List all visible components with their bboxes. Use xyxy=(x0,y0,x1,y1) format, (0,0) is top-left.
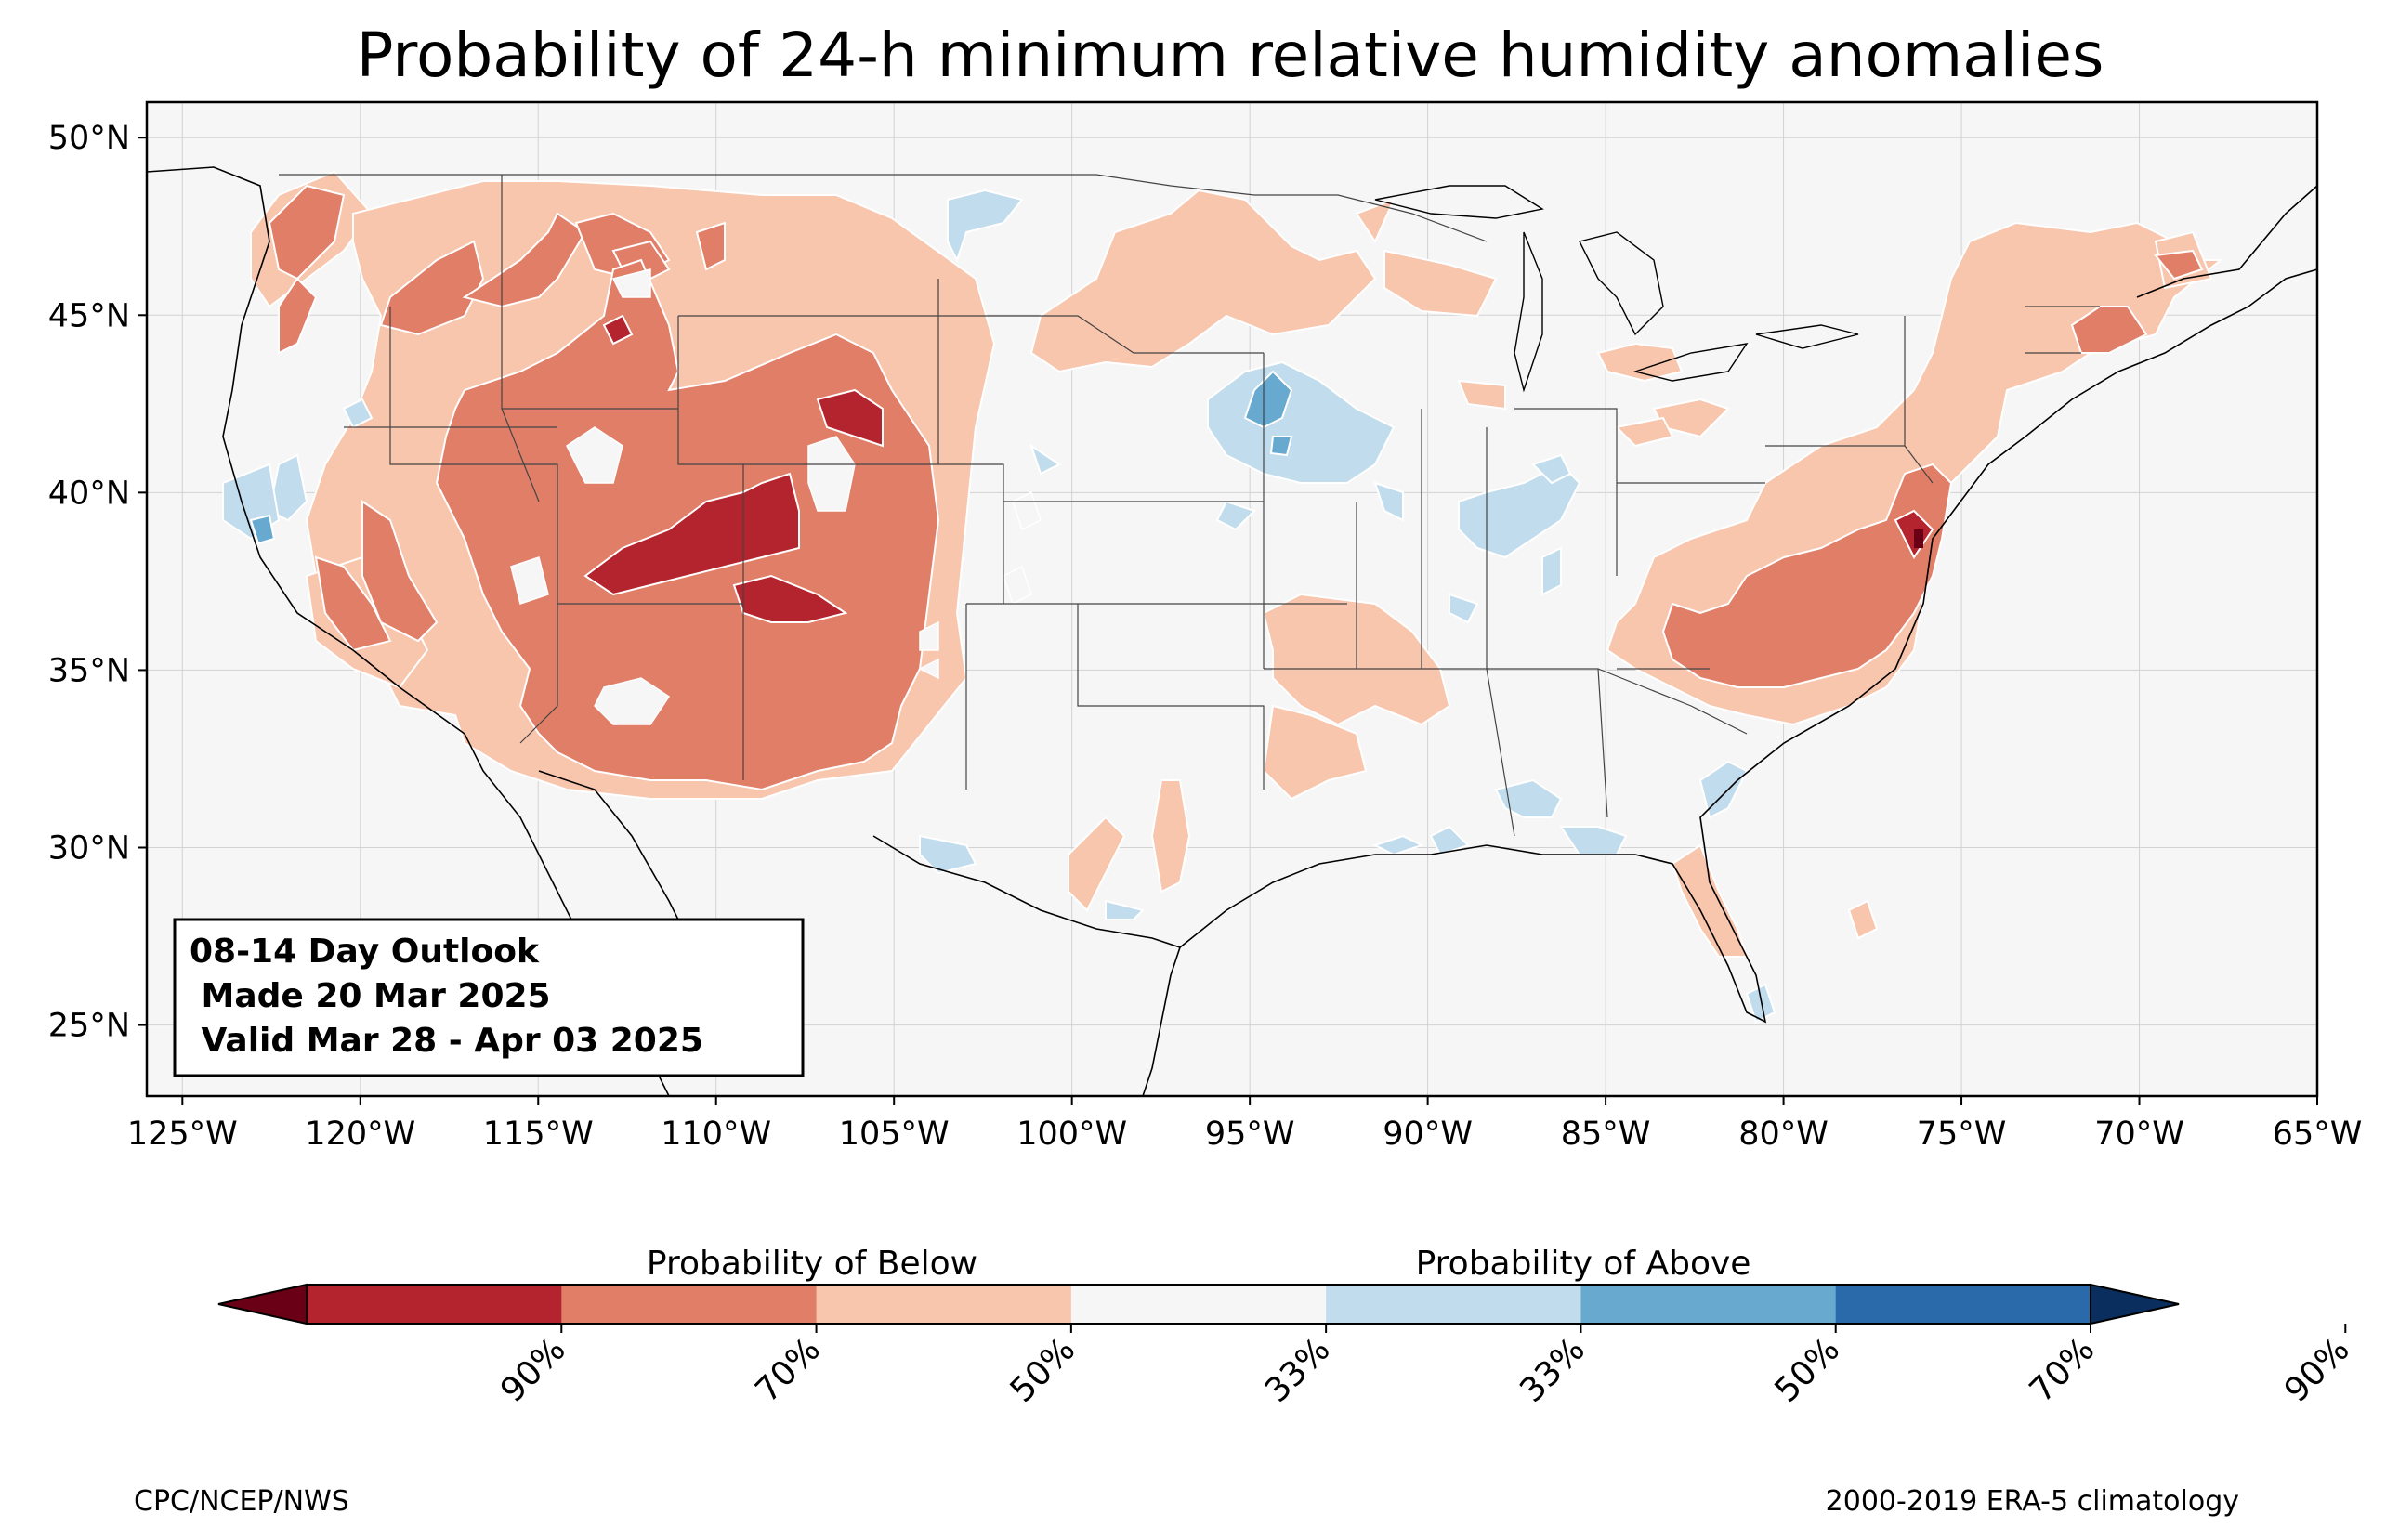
lon-tick-label: 70°W xyxy=(2094,1116,2184,1153)
lon-tick-label: 65°W xyxy=(2273,1116,2363,1153)
colorbar-ticks: 90% 70% 50% 33% 33% 50% 70% 90% xyxy=(493,1324,2357,1410)
map-frame xyxy=(145,100,2319,1098)
great-lakes xyxy=(1374,185,1859,393)
info-box: 08-14 Day Outlook Made 20 Mar 2025 Valid… xyxy=(173,918,805,1077)
info-box-frame xyxy=(173,918,805,1077)
below-90-region xyxy=(1914,529,1923,548)
colorbar-frame xyxy=(306,1284,2091,1325)
colorbar-tick-label: 90% xyxy=(493,1330,573,1410)
footer-climatology: 2000-2019 ERA-5 climatology xyxy=(1826,1485,2239,1518)
colorbar-tick-label: 70% xyxy=(2023,1330,2103,1410)
lon-tick-label: 80°W xyxy=(1738,1116,1829,1153)
lat-tick-label: 30°N xyxy=(48,830,130,868)
colorbar-tick-label: 70% xyxy=(748,1330,828,1410)
colorbar-bin xyxy=(1835,1285,2091,1324)
info-made: Made 20 Mar 2025 xyxy=(190,977,551,1015)
colorbar-tick-label: 50% xyxy=(1003,1330,1083,1410)
lon-tick-label: 115°W xyxy=(483,1116,594,1153)
colorbar: Probability of Below Probability of Abov… xyxy=(217,1245,2357,1410)
anomaly-layer xyxy=(147,102,2317,1096)
colorbar-bin xyxy=(561,1285,818,1324)
neutral-holes xyxy=(510,268,1042,725)
colorbar-bin xyxy=(1070,1285,1327,1324)
colorbar-above-label: Probability of Above xyxy=(1416,1245,1751,1283)
lon-tick-label: 75°W xyxy=(1917,1116,2007,1153)
lon-tick-label: 90°W xyxy=(1383,1116,1473,1153)
colorbar-below-label: Probability of Below xyxy=(647,1245,977,1283)
lon-tick-label: 110°W xyxy=(661,1116,771,1153)
footer-source: CPC/NCEP/NWS xyxy=(134,1485,349,1518)
lon-tick-label: 105°W xyxy=(839,1116,950,1153)
state-borders xyxy=(279,174,2100,837)
lon-tick-label: 120°W xyxy=(305,1116,415,1153)
colorbar-tick-label: 33% xyxy=(1513,1330,1593,1410)
lon-tick-label: 100°W xyxy=(1016,1116,1127,1153)
longitude-ticks: 125°W 120°W 115°W 110°W 105°W 100°W 95°W 90°W 85… xyxy=(127,1096,2362,1153)
colorbar-tick-label: 90% xyxy=(2277,1330,2357,1410)
lat-tick-label: 35°N xyxy=(48,652,130,689)
colorbar-bin xyxy=(1326,1285,1581,1324)
below-70-region xyxy=(583,314,1934,623)
info-outlook: 08-14 Day Outlook xyxy=(190,933,540,971)
lon-tick-label: 95°W xyxy=(1205,1116,1295,1153)
lon-tick-label: 125°W xyxy=(127,1116,238,1153)
map-panel: 50°N 45°N 40°N 35°N 30°N 25°N 125°W 120°W 115°W… xyxy=(48,100,2362,1153)
colorbar-extend-low xyxy=(217,1283,308,1325)
colorbar-extend-high xyxy=(2090,1283,2180,1325)
lat-tick-label: 50°N xyxy=(48,120,130,157)
lat-tick-label: 25°N xyxy=(48,1008,130,1045)
colorbar-tick-label: 50% xyxy=(1768,1330,1848,1410)
lon-tick-label: 85°W xyxy=(1561,1116,1651,1153)
lat-tick-label: 40°N xyxy=(48,475,130,512)
colorbar-bin xyxy=(307,1285,562,1324)
info-valid: Valid Mar 28 - Apr 03 2025 xyxy=(190,1022,703,1060)
colorbar-bins xyxy=(217,1283,2180,1325)
colorbar-tick-label: 33% xyxy=(1258,1330,1338,1410)
lat-tick-label: 45°N xyxy=(48,297,130,334)
latitude-ticks: 50°N 45°N 40°N 35°N 30°N 25°N xyxy=(48,120,147,1045)
above-50-region xyxy=(249,370,1293,545)
colorbar-bin xyxy=(1580,1285,1837,1324)
colorbar-bin xyxy=(816,1285,1072,1324)
map-title: Probability of 24-h minimum relative hum… xyxy=(357,20,2104,91)
